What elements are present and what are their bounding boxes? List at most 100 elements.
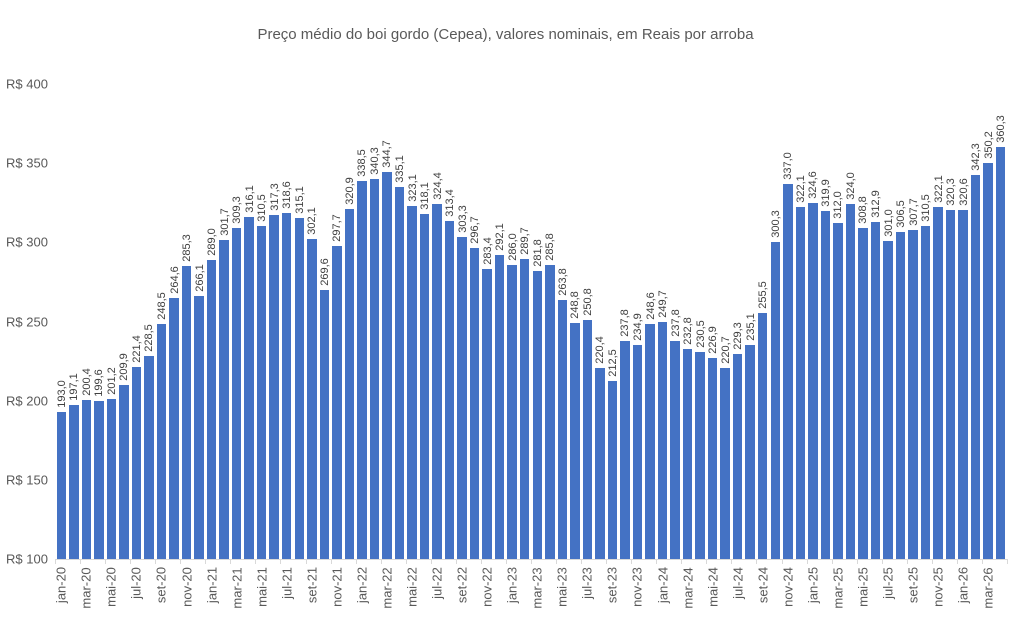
bar xyxy=(983,162,993,559)
x-axis-label: mar-24 xyxy=(680,566,696,609)
bar xyxy=(595,368,605,559)
x-axis-tick xyxy=(681,559,683,564)
bar xyxy=(645,323,655,559)
bar xyxy=(732,354,743,559)
bar xyxy=(870,221,881,559)
x-axis-label: mar-25 xyxy=(830,566,846,609)
x-axis-tick xyxy=(581,559,583,564)
bar-value-label: 283,4 xyxy=(481,236,494,265)
bar xyxy=(169,298,179,559)
bar-value-label: 335,1 xyxy=(393,154,406,183)
bar-value-label: 310,5 xyxy=(920,193,933,222)
bar-value-label: 302,1 xyxy=(306,207,319,235)
x-axis-label: mar-22 xyxy=(379,566,395,609)
bar xyxy=(519,258,530,559)
bar-value-label: 317,3 xyxy=(268,183,281,211)
bar xyxy=(219,239,229,559)
x-axis-label: set-20 xyxy=(153,566,169,604)
bar xyxy=(582,320,593,559)
bar-value-label: 308,8 xyxy=(857,196,870,225)
bar xyxy=(307,239,317,559)
bar-value-label: 200,4 xyxy=(80,368,93,396)
bar-value-label: 318,6 xyxy=(281,181,294,209)
bar-value-label: 316,1 xyxy=(243,185,256,213)
bar xyxy=(607,380,618,559)
bar-value-label: 263,8 xyxy=(556,267,569,296)
x-axis-label: jan-21 xyxy=(204,566,220,604)
x-axis-tick xyxy=(531,559,532,564)
bar-value-label: 322,1 xyxy=(794,175,807,204)
bar-value-label: 350,2 xyxy=(982,131,995,159)
bar-value-label: 250,8 xyxy=(581,288,594,316)
x-axis-tick xyxy=(631,559,633,564)
x-axis-tick xyxy=(330,559,332,564)
bar-value-label: 201,2 xyxy=(105,367,118,395)
bar xyxy=(119,384,129,559)
bar xyxy=(908,230,918,559)
bar xyxy=(770,241,781,559)
bar xyxy=(995,146,1006,559)
bar xyxy=(920,225,931,559)
x-axis-label: nov-23 xyxy=(629,567,645,607)
x-axis-tick xyxy=(80,559,82,564)
x-axis-label: jan-22 xyxy=(354,566,370,604)
bar xyxy=(131,366,142,559)
x-axis-label: nov-24 xyxy=(780,567,796,607)
bar-value-label: 297,7 xyxy=(331,214,344,242)
bar-value-label: 249,7 xyxy=(657,290,670,318)
bar-value-label: 193,0 xyxy=(55,379,68,408)
bar-value-label: 212,5 xyxy=(606,349,619,377)
x-axis-tick xyxy=(556,559,558,564)
x-axis-label: jan-20 xyxy=(53,566,69,604)
x-axis-tick xyxy=(981,559,983,564)
x-axis-tick xyxy=(380,559,382,564)
bar xyxy=(945,210,956,559)
bar xyxy=(808,203,818,559)
bar-value-label: 324,0 xyxy=(844,172,857,201)
bar-value-label: 269,6 xyxy=(318,258,331,287)
bar xyxy=(895,232,906,559)
bar-value-label: 360,3 xyxy=(995,115,1008,143)
bar-value-label: 337,0 xyxy=(782,151,795,180)
bar-value-label: 289,0 xyxy=(206,227,219,256)
bar-value-label: 318,1 xyxy=(419,181,432,210)
bar-value-label: 285,3 xyxy=(181,233,194,262)
x-axis-tick xyxy=(806,559,808,564)
y-axis-label: R$ 200 xyxy=(6,393,48,409)
x-axis-label: jan-25 xyxy=(805,566,821,604)
bar xyxy=(444,221,455,559)
x-axis-tick xyxy=(130,559,132,564)
y-axis-label: R$ 400 xyxy=(6,76,48,92)
bar xyxy=(382,171,392,559)
bar-value-label: 228,5 xyxy=(143,323,156,352)
x-axis-label: nov-20 xyxy=(179,567,195,607)
bar-value-label: 312,0 xyxy=(832,191,845,220)
bar-value-label: 248,5 xyxy=(155,292,168,320)
x-axis-label: nov-25 xyxy=(930,567,946,607)
bar-value-label: 315,1 xyxy=(293,186,306,215)
x-axis-tick xyxy=(105,559,107,564)
bar xyxy=(795,207,806,559)
bar xyxy=(407,205,417,559)
x-axis-tick xyxy=(756,559,758,564)
bar xyxy=(620,340,630,559)
bar-value-label: 197,1 xyxy=(68,373,81,402)
bar xyxy=(783,183,793,559)
bar-value-label: 226,9 xyxy=(707,326,720,354)
bar-value-label: 342,3 xyxy=(970,143,983,172)
bar-value-label: 220,7 xyxy=(719,336,732,364)
x-axis-tick xyxy=(205,559,207,564)
bar-value-label: 235,1 xyxy=(744,313,757,341)
bar xyxy=(344,209,355,559)
x-axis-label: nov-22 xyxy=(479,567,495,607)
bar xyxy=(845,204,856,559)
y-axis-label: R$ 300 xyxy=(6,234,48,250)
x-axis-tick xyxy=(355,559,357,564)
x-axis-tick xyxy=(1007,559,1008,564)
bar-value-label: 300,3 xyxy=(769,210,782,238)
bar-value-label: 320,6 xyxy=(957,177,970,206)
bar-value-label: 266,1 xyxy=(193,264,206,292)
bar xyxy=(958,209,968,559)
bar xyxy=(419,213,430,559)
x-axis-tick xyxy=(255,559,257,564)
